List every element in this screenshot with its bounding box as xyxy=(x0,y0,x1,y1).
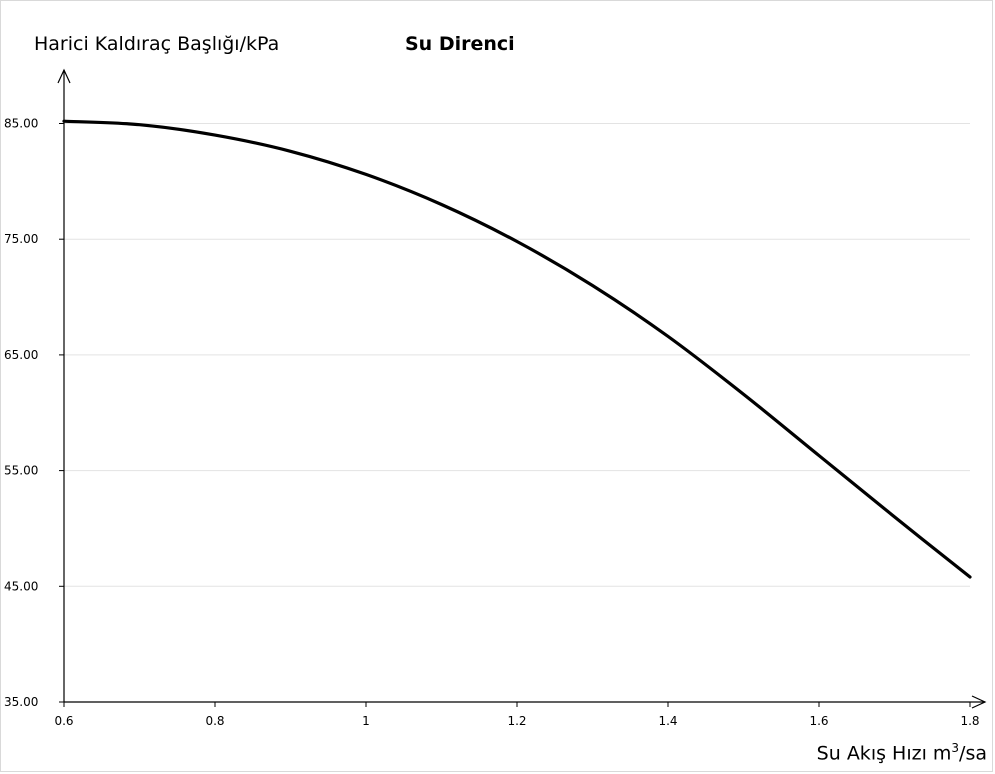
x-tick-label: 0.8 xyxy=(205,714,224,728)
y-tick-label: 75.00 xyxy=(4,232,38,246)
y-tick-label: 45.00 xyxy=(4,579,38,593)
x-axis-label-text: Su Akış Hızı m xyxy=(816,742,952,765)
y-tick-label: 55.00 xyxy=(4,464,38,478)
x-axis-label-suffix: /sa xyxy=(959,742,987,765)
y-tick-label: 85.00 xyxy=(4,117,38,131)
y-tick-label: 65.00 xyxy=(4,348,38,362)
x-tick-label: 0.6 xyxy=(54,714,73,728)
x-tick-label: 1 xyxy=(362,714,370,728)
y-axis-arrow xyxy=(57,68,71,84)
x-tick-label: 1.2 xyxy=(507,714,526,728)
chart-title: Su Direnci xyxy=(405,33,515,55)
y-axis-label: Harici Kaldıraç Başlığı/kPa xyxy=(34,33,280,55)
x-tick-label: 1.8 xyxy=(960,714,979,728)
series-line xyxy=(62,119,972,579)
x-tick-label: 1.6 xyxy=(809,714,828,728)
y-tick-label: 35.00 xyxy=(4,695,38,709)
x-axis-label: Su Akış Hızı m3/sa xyxy=(817,741,987,764)
x-axis-label-superscript: 3 xyxy=(951,741,960,755)
x-axis-arrow xyxy=(971,695,987,709)
x-tick-label: 1.4 xyxy=(658,714,677,728)
